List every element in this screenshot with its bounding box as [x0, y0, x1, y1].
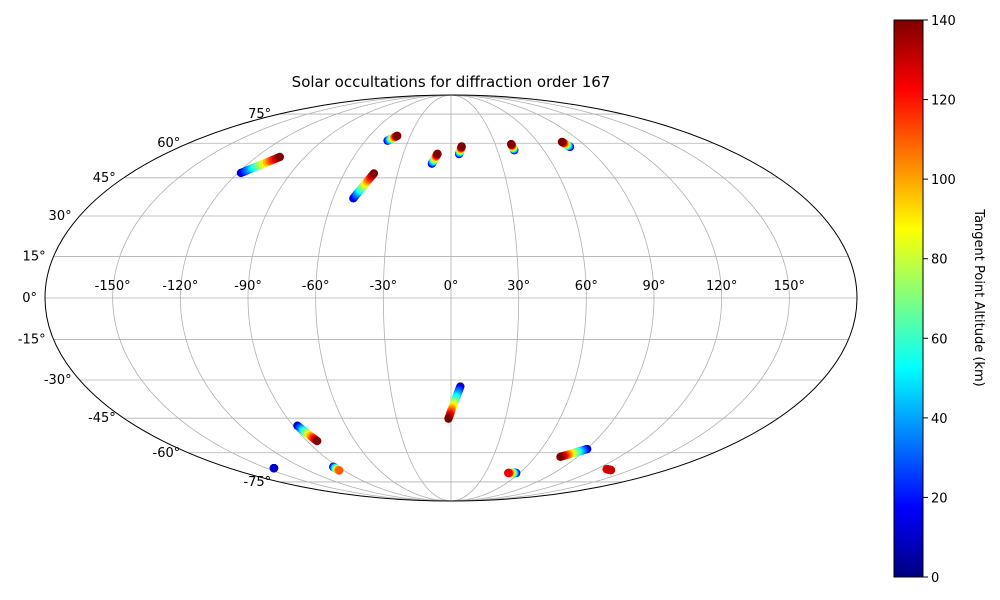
map-area: -150° -120° -90° -60° -30° 0° 30° 60° 90° 120° 150…	[18, 94, 858, 502]
data-points	[236, 131, 616, 478]
data-point	[335, 466, 344, 475]
occultation-track	[506, 139, 519, 155]
data-point	[369, 169, 379, 178]
lon-tick-label: -120°	[162, 279, 198, 294]
lon-tick-label: 120°	[706, 279, 737, 294]
lon-tick-label: -150°	[95, 279, 131, 294]
lon-tick-label: -30°	[369, 279, 397, 294]
data-point	[275, 152, 285, 162]
occultation-track	[602, 464, 616, 475]
data-point	[557, 137, 567, 147]
data-point	[457, 142, 466, 151]
lat-tick-label: 75°	[248, 107, 271, 122]
colorbar-tick-label: 120	[931, 94, 956, 109]
colorbar-gradient	[893, 19, 924, 578]
lon-tick-labels: -150° -120° -90° -60° -30° 0° 30° 60° 90° 120° 150…	[95, 279, 805, 294]
lat-tick-label: -60°	[153, 446, 181, 461]
colorbar-tick-label: 20	[931, 491, 948, 506]
lat-tick-labels: 75° 60° 45° 30° 15° 0° -15° -30° -45° -60° -75°	[18, 107, 271, 490]
occultation-track	[557, 137, 575, 152]
colorbar-tick-label: 40	[931, 412, 948, 427]
lat-tick-label: 60°	[157, 136, 180, 151]
lat-tick-label: 15°	[23, 249, 46, 264]
data-point	[313, 436, 322, 446]
lon-tick-label: 0°	[444, 279, 459, 294]
occultation-track	[556, 444, 592, 462]
data-point	[506, 139, 516, 149]
colorbar-tick-label: 60	[931, 332, 948, 347]
data-point	[503, 468, 513, 478]
lat-tick-label: -30°	[44, 373, 72, 388]
colorbar-tick-label: 0	[931, 571, 939, 586]
occultation-track	[236, 152, 285, 178]
occultation-track	[503, 468, 521, 478]
occultation-track	[293, 421, 322, 446]
lat-tick-label: -15°	[18, 333, 46, 348]
data-point	[444, 414, 453, 423]
lon-tick-label: 150°	[774, 279, 805, 294]
lat-tick-label: 45°	[93, 171, 116, 186]
colorbar-tick-label: 80	[931, 253, 948, 268]
colorbar-ticks: 0 20 40 60 80 100 120 140	[923, 14, 956, 586]
lat-tick-label: 0°	[22, 291, 37, 306]
occultation-track	[454, 142, 466, 159]
lat-tick-label: 30°	[49, 209, 72, 224]
map-boundary	[44, 94, 858, 502]
data-point	[269, 463, 279, 473]
occultation-track	[329, 462, 344, 475]
occultation-track	[427, 149, 442, 168]
occultation-track	[349, 169, 379, 203]
lon-tick-label: -90°	[234, 279, 262, 294]
lon-tick-label: 60°	[575, 279, 598, 294]
chart-title: Solar occultations for diffraction order…	[292, 73, 611, 91]
lat-tick-label: -45°	[88, 411, 116, 426]
colorbar-tick-label: 140	[931, 14, 956, 29]
colorbar: 0 20 40 60 80 100 120 140 Tangent Point Altitud…	[893, 14, 986, 586]
data-point	[556, 452, 565, 462]
colorbar-tick-label: 100	[931, 173, 956, 188]
colorbar-label: Tangent Point Altitude (km)	[971, 208, 986, 386]
lat-tick-label: -75°	[243, 475, 271, 490]
occultation-track	[383, 131, 402, 145]
lon-tick-label: 30°	[507, 279, 530, 294]
lon-tick-label: -60°	[302, 279, 330, 294]
data-point	[393, 131, 402, 141]
data-point	[433, 149, 442, 159]
grid	[45, 95, 857, 501]
lon-tick-label: 90°	[642, 279, 665, 294]
occultation-track	[444, 382, 465, 423]
occultation-track	[269, 463, 279, 473]
data-point	[606, 465, 616, 475]
